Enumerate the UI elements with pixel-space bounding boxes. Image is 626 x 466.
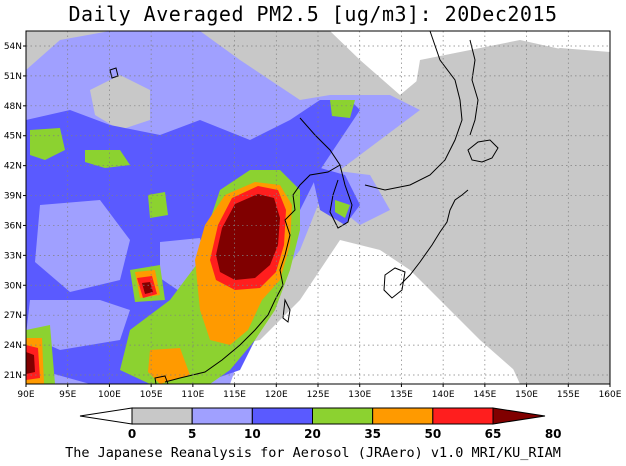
colorbar-box [131,407,193,425]
colorbar-label: 35 [364,427,381,441]
lon-tick-label: 105E [140,390,163,400]
colorbar-label: 5 [188,427,196,441]
colorbar-box [432,407,494,425]
field-level-80 [216,194,280,280]
grid-lines [26,31,610,384]
lon-tick-label: 90E [17,390,34,400]
coast-taiwan [282,298,291,323]
colorbar-label: 0 [128,427,136,441]
field-level-5b [410,40,610,330]
colorbar-label: 65 [485,427,502,441]
colorbar-label: 20 [304,427,321,441]
field-hole-4 [35,200,130,292]
coast-japan-hokkaido [467,139,499,163]
lon-tick-label: 130E [348,390,371,400]
lat-axis: 54N 51N 48N 45N 42N 39N 36N 33N 30N 27N 24N 21N [4,42,26,381]
lon-tick-label: 135E [390,390,413,400]
coast-mainland [164,117,341,383]
field-level-80b [142,282,153,294]
lat-tick-label: 39N [4,192,22,202]
coast-japan-kyushu [383,267,406,299]
field-level-35h [335,200,350,218]
lon-tick-label: 155E [557,390,580,400]
colorbar-label: 50 [424,427,441,441]
coast-korea [329,164,353,229]
field-hole-1 [90,75,150,130]
lon-tick-label: 120E [265,390,288,400]
lat-tick-label: 36N [4,221,22,231]
coast-russia [364,31,463,191]
field-level-35d [330,100,355,118]
colorbar-box [372,407,434,425]
lon-tick-label: 145E [473,390,496,400]
lat-tick-label: 42N [4,162,22,172]
field-level-80c [26,352,35,374]
lat-tick-label: 48N [4,102,22,112]
field-level-35b [30,128,65,160]
coast-japan-honshu [399,189,469,286]
lat-tick-label: 54N [4,42,22,52]
lat-tick-label: 51N [4,72,22,82]
field-level-35e [148,192,168,218]
field-hole-6 [26,300,130,350]
lat-tick-label: 45N [4,132,22,142]
colorbar-box [191,407,253,425]
lat-tick-label: 24N [4,341,22,351]
field-level-5c [500,300,610,384]
lon-tick-label: 150E [515,390,538,400]
lon-tick-label: 115E [223,390,246,400]
colorbar-low-end [79,407,133,425]
coast-hainan [154,375,169,384]
colorbar-box [312,407,374,425]
lon-tick-label: 100E [98,390,121,400]
lon-tick-label: 95E [59,390,76,400]
lon-tick-label: 140E [432,390,455,400]
colorbar: 0 5 10 20 35 50 65 80 [79,407,562,441]
lat-tick-label: 30N [4,281,22,291]
lat-tick-label: 21N [4,371,22,381]
colorbar-box [251,407,313,425]
footer-credit: The Japanese Reanalysis for Aerosol (JRA… [65,445,561,461]
colorbar-label: 80 [545,427,562,441]
lon-tick-label: 125E [307,390,330,400]
lon-tick-label: 160E [599,390,622,400]
coast-lake [109,67,119,79]
coast-sakhalin [469,39,479,136]
colorbar-high-end [492,407,546,425]
coastlines [109,31,499,384]
lon-axis: 90E 95E 100E 105E 110E 115E 120E 125E 130E 135E 14… [17,384,622,400]
lat-tick-label: 33N [4,251,22,261]
map-title: Daily Averaged PM2.5 [ug/m3]: 20Dec2015 [68,2,558,26]
lon-tick-label: 110E [181,390,204,400]
lat-tick-label: 27N [4,311,22,321]
field-level-35c [85,150,130,168]
colorbar-label: 10 [244,427,261,441]
